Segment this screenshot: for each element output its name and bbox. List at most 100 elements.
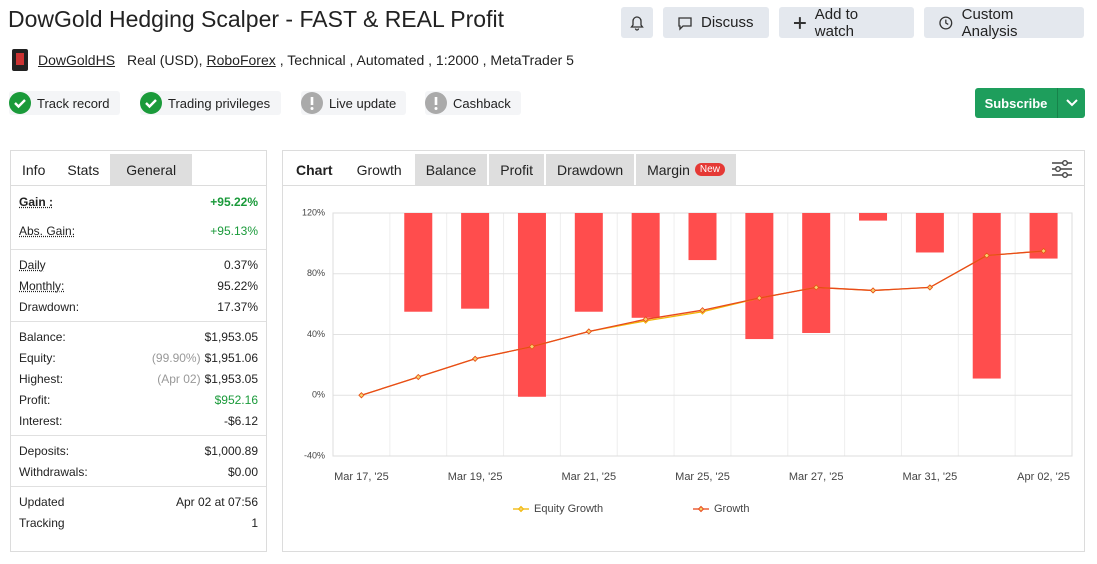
- bar: [859, 213, 888, 221]
- stat-value-group: $1,953.05: [205, 330, 258, 344]
- point: [813, 284, 820, 291]
- badge: Trading privileges: [140, 91, 281, 115]
- point: [528, 343, 536, 350]
- stat-row: Drawdown: 17.37%: [11, 296, 266, 317]
- subscribe-button[interactable]: Subscribe: [975, 88, 1085, 118]
- stat-row: Balance: $1,953.05: [11, 326, 266, 347]
- x-tick-label: Mar 19, '25: [448, 471, 503, 483]
- tab[interactable]: Growth: [345, 154, 413, 185]
- stats-panel: Info Stats General Gain : +95.22% Abs. Gai…: [10, 150, 267, 552]
- badge: Live update: [301, 91, 406, 115]
- settings-icon[interactable]: [1051, 159, 1073, 179]
- stat-row: Abs. Gain: +95.13%: [11, 216, 266, 245]
- point: [585, 328, 592, 335]
- stats-tabs: Info Stats General: [11, 151, 266, 186]
- stat-row: Profit: $952.16: [11, 389, 266, 410]
- plus-icon: [793, 16, 806, 29]
- discuss-button[interactable]: Discuss: [663, 7, 769, 38]
- tab[interactable]: Chart: [296, 161, 333, 178]
- stat-row: Interest: -$6.12: [11, 410, 266, 431]
- account-details: Real (USD),: [127, 52, 203, 68]
- legend-label: Growth: [714, 503, 749, 515]
- stat-label: Deposits:: [19, 443, 70, 458]
- clock-icon: [939, 15, 953, 30]
- stat-value: 95.22%: [217, 278, 258, 293]
- dropdown[interactable]: [1057, 88, 1085, 118]
- stat-label: Profit:: [19, 392, 51, 407]
- stat-value-group: 17.37%: [217, 300, 258, 314]
- button-label: Subscribe: [984, 95, 1048, 111]
- stat-row: Gain : +95.22%: [11, 187, 266, 216]
- tab[interactable]: Margin New: [636, 154, 736, 185]
- bar: [915, 213, 944, 253]
- stat-value: $1,951.06: [204, 350, 258, 365]
- watch-button[interactable]: Add to watch: [779, 5, 914, 40]
- y-tick-label: 40%: [307, 329, 325, 339]
- stat-value: $1,000.89: [204, 443, 258, 458]
- stat-row: Highest: (Apr 02) $1,953.05: [11, 368, 266, 389]
- stat-value: $952.16: [214, 392, 258, 407]
- stat-label: Equity:: [19, 350, 56, 365]
- x-tick-label: Mar 31, '25: [903, 471, 958, 483]
- stats-rows: Gain : +95.22% Abs. Gain: +95.13% Daily 0.37%…: [11, 186, 266, 533]
- account-info: DowGoldHS Real (USD), RoboForex , Techni…: [10, 48, 574, 72]
- point: [472, 355, 479, 362]
- stat-label: Tracking: [19, 515, 65, 530]
- tab[interactable]: Drawdown: [545, 154, 635, 185]
- stat-row: Updated Apr 02 at 07:56: [11, 491, 266, 512]
- stat-value-group: +95.13%: [210, 224, 258, 238]
- account-link[interactable]: DowGoldHS: [38, 52, 116, 68]
- badge-label: Cashback: [453, 95, 511, 111]
- stat-value-group: $1,000.89: [205, 444, 258, 458]
- stat-value: 1: [251, 515, 258, 530]
- tab[interactable]: Stats: [56, 154, 111, 185]
- stat-row: Equity: (99.90%) $1,951.06: [11, 347, 266, 368]
- stat-label: Withdrawals:: [19, 464, 88, 479]
- analysis-button[interactable]: Custom Analysis: [924, 6, 1084, 40]
- badge: Track record: [9, 91, 120, 115]
- bar: [404, 213, 433, 312]
- point: [699, 307, 706, 314]
- chat-icon: [678, 16, 692, 31]
- point: [642, 316, 649, 323]
- stat-value: $0.00: [227, 464, 258, 479]
- page-title: DowGold Hedging Scalper - FAST & REAL Pr…: [8, 6, 504, 32]
- stat-row: Monthly: 95.22%: [11, 275, 266, 296]
- legend-label: Equity Growth: [534, 503, 603, 515]
- stat-row: Withdrawals: $0.00: [11, 461, 266, 482]
- stat-value: 0.37%: [223, 257, 258, 272]
- button-label: Add to watch: [814, 5, 859, 40]
- avatar: [12, 49, 28, 71]
- badge: Cashback: [425, 91, 521, 115]
- check-icon: [9, 92, 31, 114]
- stat-label: Monthly:: [19, 278, 65, 293]
- chevron: [1065, 99, 1078, 107]
- stat-label: Balance:: [19, 329, 66, 344]
- stat-label: Interest:: [19, 413, 63, 428]
- tab[interactable]: General: [110, 154, 193, 185]
- broker-link[interactable]: RoboForex: [206, 52, 276, 68]
- separator: [11, 249, 266, 250]
- tab[interactable]: Profit: [489, 154, 544, 185]
- stat-value: $1,953.05: [204, 371, 258, 386]
- stat-value-group: $952.16: [215, 393, 258, 407]
- stat-value: +95.22%: [210, 194, 258, 209]
- stat-value-group: (Apr 02) $1,953.05: [157, 372, 258, 386]
- stat-value: 17.37%: [217, 299, 258, 314]
- point: [1040, 247, 1047, 255]
- bar: [631, 213, 660, 318]
- y-tick-label: 0%: [312, 390, 325, 400]
- x-tick-label: Apr 02, '25: [1017, 471, 1070, 483]
- tab[interactable]: Balance: [414, 154, 488, 185]
- account-details: , Technical , Automated , 1:2000 , MetaT…: [279, 52, 574, 68]
- alert-button[interactable]: [621, 7, 653, 38]
- bar: [745, 213, 774, 340]
- new-badge: New: [694, 163, 725, 176]
- x-tick-label: Mar 27, '25: [789, 471, 844, 483]
- stat-value-group: 0.37%: [224, 258, 258, 272]
- chart-panel: Chart Growth Balance Profit Drawdown Mar…: [282, 150, 1085, 552]
- tab[interactable]: Info: [22, 161, 46, 178]
- badge-label: Track record: [37, 95, 110, 111]
- stat-row: Daily 0.37%: [11, 254, 266, 275]
